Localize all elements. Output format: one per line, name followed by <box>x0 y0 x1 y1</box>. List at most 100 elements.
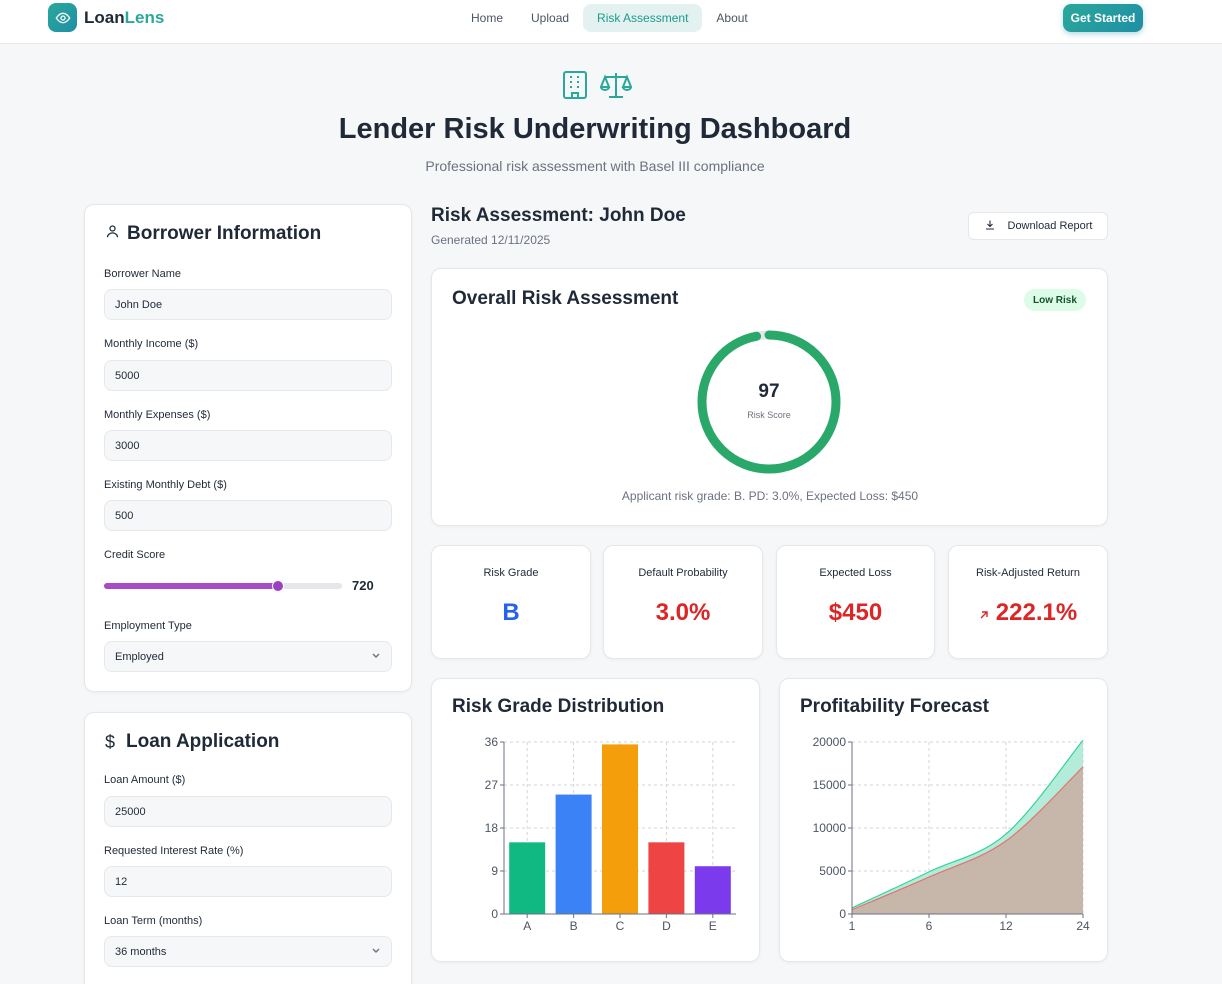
loan-term-value: 36 months <box>115 945 167 958</box>
metric-value-text: $450 <box>828 599 883 626</box>
bar-A <box>509 842 546 914</box>
assessment-title: Risk Assessment: John Doe <box>431 205 686 226</box>
x-tick-label: D <box>662 919 671 933</box>
existing-debt-value: 500 <box>115 509 134 522</box>
borrower-card-title-text: Borrower Information <box>127 223 322 244</box>
download-icon <box>984 219 996 234</box>
metric-card-risk-adjusted-return: Risk-Adjusted Return 222.1% <box>948 545 1108 659</box>
x-tick-label: A <box>523 919 531 933</box>
scale-icon <box>599 70 633 105</box>
risk-grade-bar-chart: 0 9 18 27 36 A B C D E <box>485 735 736 933</box>
risk-score-value: 97 <box>758 381 780 402</box>
loan-term-label: Loan Term (months) <box>104 915 203 927</box>
loan-amount-label: Loan Amount ($) <box>104 774 186 786</box>
borrower-name-value: John Doe <box>115 298 163 311</box>
metric-label: Expected Loss <box>819 567 892 579</box>
get-started-button[interactable]: Get Started <box>1063 4 1143 32</box>
borrower-name-label: Borrower Name <box>104 268 182 280</box>
borrower-info-card: Borrower Information Borrower Name John … <box>84 204 412 692</box>
y-tick-label: 36 <box>485 735 499 749</box>
brand-name: LoanLens <box>84 7 165 27</box>
bar-chart-title: Risk Grade Distribution <box>452 696 665 717</box>
hero-icons <box>562 70 633 105</box>
metric-value-text: 222.1% <box>995 599 1078 626</box>
y-tick-label: 27 <box>485 778 499 792</box>
x-tick-label: E <box>709 919 717 933</box>
y-tick-label: 18 <box>485 821 499 835</box>
user-icon <box>105 223 120 245</box>
x-tick-label: 1 <box>849 919 856 933</box>
y-tick-label: 0 <box>839 907 846 921</box>
nav-link-home[interactable]: Home <box>471 11 504 25</box>
credit-score-value: 720 <box>352 578 374 593</box>
profitability-forecast-card: Profitability Forecast 0 5000 10000 15000 20… <box>779 678 1108 962</box>
existing-debt-input[interactable]: 500 <box>104 500 392 531</box>
metric-card-risk-grade: Risk Grade B <box>431 545 591 659</box>
y-tick-label: 20000 <box>813 735 847 749</box>
risk-score-ring-arc <box>697 330 841 474</box>
bar-C <box>602 744 638 914</box>
credit-score-slider[interactable] <box>104 580 342 592</box>
risk-level-badge: Low Risk <box>1024 289 1086 311</box>
y-tick-label: 9 <box>491 864 498 878</box>
credit-score-slider-thumb[interactable] <box>271 580 284 592</box>
metric-value-text: B <box>502 599 520 626</box>
interest-rate-input[interactable]: 12 <box>104 866 392 897</box>
metric-label: Default Probability <box>638 567 728 579</box>
metric-value: 222.1% <box>949 599 1107 627</box>
employment-type-label: Employment Type <box>104 620 192 632</box>
assessment-date: Generated 12/11/2025 <box>431 233 551 247</box>
brand-logo[interactable]: LoanLens <box>48 3 164 32</box>
x-tick-label: 6 <box>926 919 933 933</box>
metric-value: 3.0% <box>604 599 762 627</box>
loan-term-select[interactable]: 36 months <box>104 936 392 967</box>
metric-value-text: 3.0% <box>655 599 711 626</box>
download-report-button[interactable]: Download Report <box>968 212 1108 240</box>
employment-type-value: Employed <box>115 650 164 663</box>
borrower-name-input[interactable]: John Doe <box>104 289 392 320</box>
metric-card-expected-loss: Expected Loss $450 <box>776 545 935 659</box>
metric-value: B <box>432 599 590 627</box>
profitability-area-chart: 0 5000 10000 15000 20000 1 6 12 24 <box>813 735 1090 933</box>
loan-card-title-text: Loan Application <box>126 731 280 752</box>
bar-B <box>555 794 592 914</box>
interest-rate-label: Requested Interest Rate (%) <box>104 845 244 857</box>
loan-application-card: $ Loan Application Loan Amount ($) 25000… <box>84 712 412 984</box>
metric-label: Risk-Adjusted Return <box>976 567 1080 579</box>
monthly-income-label: Monthly Income ($) <box>104 338 199 350</box>
risk-score-ring <box>697 330 841 474</box>
dollar-icon: $ <box>105 731 116 752</box>
monthly-expenses-input[interactable]: 3000 <box>104 430 392 461</box>
monthly-income-input[interactable]: 5000 <box>104 360 392 391</box>
loan-amount-value: 25000 <box>115 805 146 818</box>
eye-icon <box>48 3 77 32</box>
employment-type-select[interactable]: Employed <box>104 641 392 672</box>
chevron-down-icon <box>371 650 381 663</box>
line-series-1 <box>851 739 1084 909</box>
monthly-expenses-value: 3000 <box>115 439 140 452</box>
line-series-2 <box>851 766 1084 911</box>
y-tick-label: 0 <box>491 907 498 921</box>
y-tick-label: 10000 <box>813 821 847 835</box>
nav-link-risk-assessment[interactable]: Risk Assessment <box>583 4 703 32</box>
credit-score-label: Credit Score <box>104 549 166 561</box>
download-report-label: Download Report <box>1007 220 1093 232</box>
credit-score-slider-fill <box>104 583 278 589</box>
x-tick-label: C <box>616 919 625 933</box>
chevron-down-icon <box>371 945 381 958</box>
x-tick-label: 24 <box>1076 919 1090 933</box>
page-subtitle: Professional risk assessment with Basel … <box>425 158 765 174</box>
risk-score-label: Risk Score <box>747 410 791 420</box>
building-icon <box>562 70 588 105</box>
borrower-card-title: Borrower Information <box>105 223 321 245</box>
overall-risk-title: Overall Risk Assessment <box>452 288 679 309</box>
nav-link-about[interactable]: About <box>716 11 748 25</box>
metric-label: Risk Grade <box>483 567 539 579</box>
overall-risk-card: Overall Risk Assessment <box>431 268 1108 526</box>
x-tick-label: 12 <box>999 919 1013 933</box>
arrow-up-right-icon <box>979 599 989 627</box>
loan-amount-input[interactable]: 25000 <box>104 796 392 827</box>
bar-D <box>648 842 685 914</box>
nav-link-upload[interactable]: Upload <box>531 11 570 25</box>
existing-debt-label: Existing Monthly Debt ($) <box>104 479 227 491</box>
